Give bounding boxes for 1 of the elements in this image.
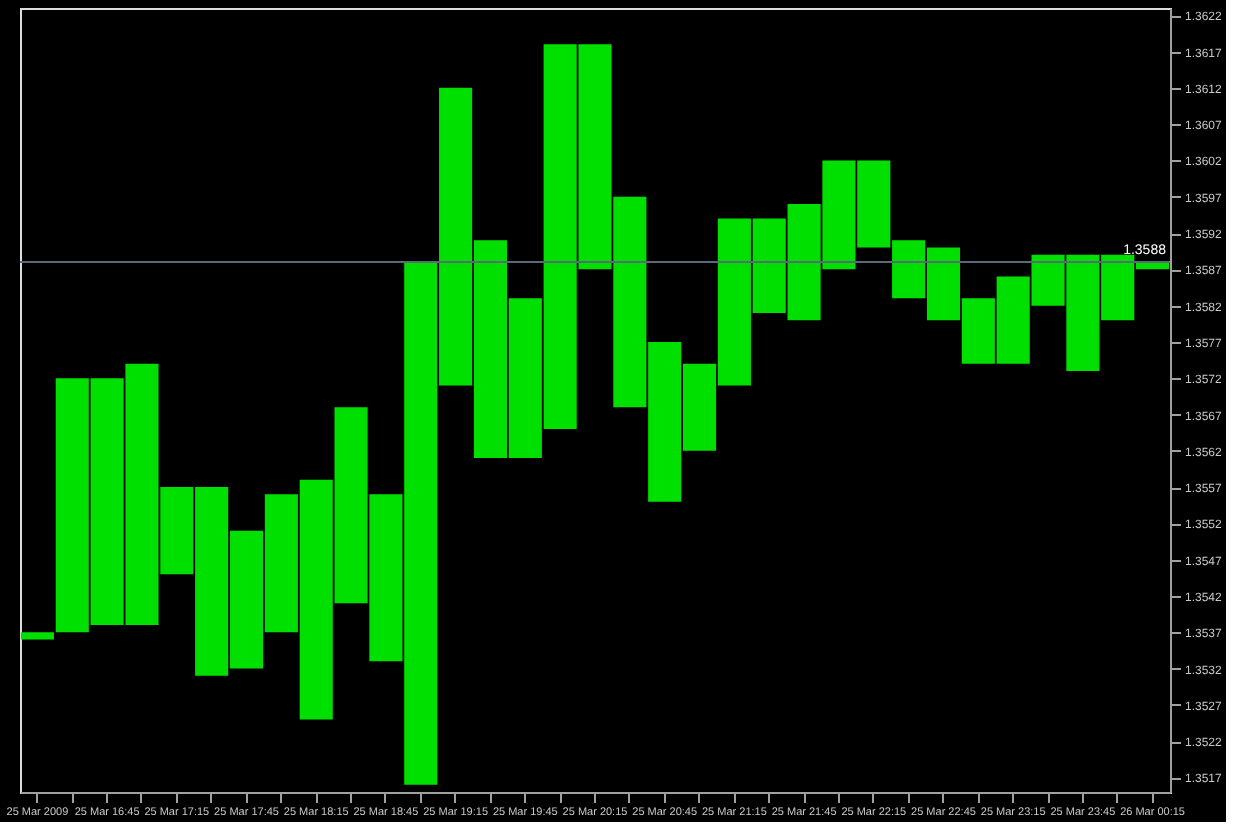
bar [20, 632, 54, 640]
